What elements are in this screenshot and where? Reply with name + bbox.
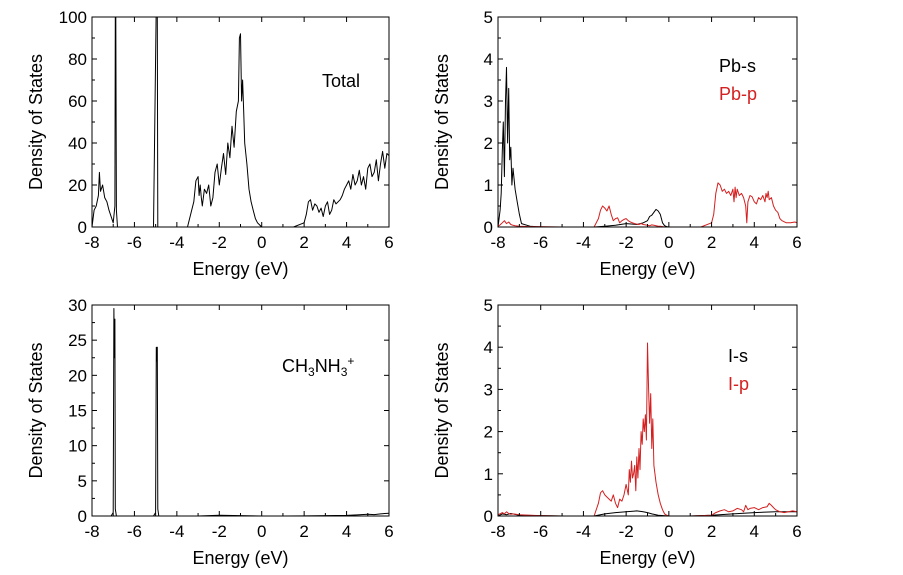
total-y-tick-label: 100 xyxy=(59,8,87,27)
pb-x-tick-label: 4 xyxy=(750,233,759,252)
i-x-tick-label: 0 xyxy=(664,522,673,541)
ch3nh3-y-tick-label: 30 xyxy=(68,296,87,315)
ch3nh3-x-tick-label: 4 xyxy=(342,522,351,541)
ch3nh3-x-tick-label: 2 xyxy=(299,522,308,541)
pb-x-axis-title: Energy (eV) xyxy=(599,259,695,279)
i-x-tick-label: -8 xyxy=(490,522,505,541)
total-x-tick-label: 2 xyxy=(299,233,308,252)
pb-x-tick-label: -4 xyxy=(576,233,591,252)
i-y-tick-label: 0 xyxy=(484,507,493,526)
total-legend-0: Total xyxy=(322,71,360,91)
total-y-tick-label: 0 xyxy=(78,218,87,237)
i-x-tick-label: 6 xyxy=(792,522,801,541)
total-y-tick-label: 40 xyxy=(68,134,87,153)
ch3nh3-y-tick-label: 20 xyxy=(68,366,87,385)
pb-legend-0: Pb-s xyxy=(719,56,756,76)
total-x-tick-label: -6 xyxy=(127,233,142,252)
i-x-tick-label: -4 xyxy=(576,522,591,541)
total-y-tick-label: 80 xyxy=(68,50,87,69)
i-x-tick-label: -6 xyxy=(533,522,548,541)
i-x-tick-label: -2 xyxy=(619,522,634,541)
pb-y-tick-label: 3 xyxy=(484,92,493,111)
pb-x-tick-label: -8 xyxy=(490,233,505,252)
total-x-tick-label: 6 xyxy=(384,233,393,252)
total-x-tick-label: -8 xyxy=(84,233,99,252)
i-x-tick-label: 4 xyxy=(750,522,759,541)
pb-x-tick-label: 6 xyxy=(792,233,801,252)
i-y-tick-label: 5 xyxy=(484,296,493,315)
total-x-tick-label: 0 xyxy=(257,233,266,252)
pb-x-tick-label: -6 xyxy=(533,233,548,252)
total-y-tick-label: 60 xyxy=(68,92,87,111)
ch3nh3-series-ch3nh3- xyxy=(92,308,389,516)
i-y-axis-title: Density of States xyxy=(432,342,452,478)
ch3nh3-y-tick-label: 15 xyxy=(68,402,87,421)
total-y-axis-title: Density of States xyxy=(26,54,46,190)
i-y-tick-label: 1 xyxy=(484,465,493,484)
ch3nh3-plot-frame xyxy=(91,304,390,517)
i-legend-0: I-s xyxy=(728,346,748,366)
pb-x-tick-label: -2 xyxy=(619,233,634,252)
ch3nh3-x-axis-title: Energy (eV) xyxy=(192,548,288,568)
ch3nh3-y-tick-label: 25 xyxy=(68,331,87,350)
pb-y-tick-label: 0 xyxy=(484,218,493,237)
pb-y-tick-label: 1 xyxy=(484,176,493,195)
pb-y-tick-label: 2 xyxy=(484,134,493,153)
ch3nh3-x-tick-label: -2 xyxy=(212,522,227,541)
i-legend-1: I-p xyxy=(728,374,749,394)
i-y-tick-label: 4 xyxy=(484,338,493,357)
total-y-tick-label: 20 xyxy=(68,176,87,195)
total-x-tick-label: 4 xyxy=(342,233,351,252)
ch3nh3-x-tick-label: 6 xyxy=(384,522,393,541)
i-plot-frame xyxy=(497,304,798,517)
ch3nh3-x-tick-label: -6 xyxy=(127,522,142,541)
pb-series-pb-p xyxy=(498,182,797,227)
i-series-i-p xyxy=(498,342,797,516)
ch3nh3-x-tick-label: 0 xyxy=(257,522,266,541)
total-x-tick-label: -2 xyxy=(212,233,227,252)
pb-dos-panel: -8 -6 -4 -2 0 2 4 6 0 1 2 3 4 5 Energy (eV) Density of … xyxy=(432,8,802,279)
ch3nh3-y-tick-label: 10 xyxy=(68,437,87,456)
ch3nh3-legend-0: CH3NH3+ xyxy=(282,354,354,378)
i-y-tick-label: 2 xyxy=(484,423,493,442)
pb-x-tick-label: 2 xyxy=(707,233,716,252)
total-x-tick-label: -4 xyxy=(169,233,184,252)
pb-y-tick-label: 4 xyxy=(484,50,493,69)
ch3nh3-y-axis-title: Density of States xyxy=(26,342,46,478)
total-series-total xyxy=(92,17,389,227)
ch3nh3-dos-panel: -8 -6 -4 -2 0 2 4 6 0 5 10 15 20 25 30 Energy (eV) Densi… xyxy=(26,296,394,568)
pb-y-axis-title: Density of States xyxy=(432,54,452,190)
ch3nh3-x-tick-label: -4 xyxy=(169,522,184,541)
pb-x-tick-label: 0 xyxy=(664,233,673,252)
i-x-axis-title: Energy (eV) xyxy=(599,548,695,568)
ch3nh3-y-tick-label: 5 xyxy=(78,472,87,491)
ch3nh3-x-tick-label: -8 xyxy=(84,522,99,541)
ch3nh3-y-tick-label: 0 xyxy=(78,507,87,526)
pb-series-pb-s xyxy=(498,66,797,227)
i-y-tick-label: 3 xyxy=(484,380,493,399)
pb-legend-1: Pb-p xyxy=(719,84,757,104)
pb-plot-frame xyxy=(497,16,798,228)
pb-y-tick-label: 5 xyxy=(484,8,493,27)
i-x-tick-label: 2 xyxy=(707,522,716,541)
i-dos-panel: -8 -6 -4 -2 0 2 4 6 0 1 2 3 4 5 Energy (eV) Density of … xyxy=(432,296,802,568)
total-x-axis-title: Energy (eV) xyxy=(192,259,288,279)
